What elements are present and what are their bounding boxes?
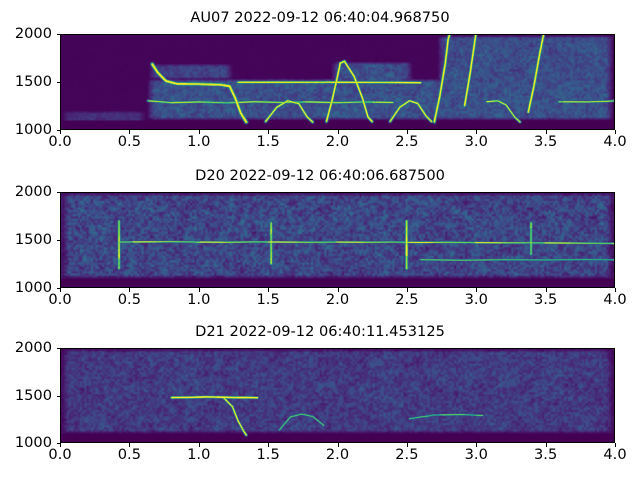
x-tick-label: 4.0 xyxy=(603,133,627,150)
x-tick-mark xyxy=(407,443,408,447)
spectrogram-image xyxy=(61,349,614,442)
x-tick-mark xyxy=(476,130,477,134)
x-tick-mark xyxy=(476,443,477,447)
x-tick-mark xyxy=(60,443,61,447)
y-tick-mark xyxy=(56,82,60,83)
y-tick-mark xyxy=(56,288,60,289)
x-tick-mark xyxy=(199,130,200,134)
x-tick-mark xyxy=(615,130,616,134)
x-tick-label: 0.0 xyxy=(48,446,72,463)
x-tick-label: 1.5 xyxy=(256,133,280,150)
x-tick-mark xyxy=(199,443,200,447)
panel-title: D20 2022-09-12 06:40:06.687500 xyxy=(195,167,445,184)
x-tick-label: 3.5 xyxy=(534,446,558,463)
x-tick-label: 1.0 xyxy=(187,446,211,463)
x-tick-label: 2.5 xyxy=(395,133,419,150)
x-tick-label: 2.0 xyxy=(325,291,350,308)
x-tick-mark xyxy=(129,443,130,447)
x-tick-mark xyxy=(407,288,408,292)
y-tick-label: 1000 xyxy=(14,279,52,296)
x-tick-label: 3.5 xyxy=(534,133,558,150)
x-tick-mark xyxy=(476,288,477,292)
x-tick-mark xyxy=(60,130,61,134)
x-tick-label: 1.0 xyxy=(187,133,211,150)
x-tick-mark xyxy=(268,130,269,134)
x-tick-mark xyxy=(546,443,547,447)
spectrogram-image xyxy=(61,35,614,129)
spectrogram-image xyxy=(61,193,614,287)
x-tick-mark xyxy=(407,130,408,134)
x-tick-label: 1.0 xyxy=(187,291,211,308)
x-tick-label: 2.5 xyxy=(395,446,419,463)
x-tick-mark xyxy=(615,443,616,447)
x-tick-label: 3.5 xyxy=(534,291,558,308)
plot-area xyxy=(60,34,615,130)
x-tick-label: 0.0 xyxy=(48,133,72,150)
x-tick-mark xyxy=(338,130,339,134)
x-tick-mark xyxy=(199,288,200,292)
x-tick-label: 2.0 xyxy=(325,133,350,150)
x-tick-label: 0.0 xyxy=(48,291,72,308)
y-tick-mark xyxy=(56,130,60,131)
y-tick-label: 2000 xyxy=(14,183,52,200)
x-tick-label: 0.5 xyxy=(117,446,141,463)
y-tick-mark xyxy=(56,348,60,349)
x-tick-mark xyxy=(129,130,130,134)
panel-title: D21 2022-09-12 06:40:11.453125 xyxy=(195,323,445,340)
y-tick-label: 1000 xyxy=(14,121,52,138)
y-tick-mark xyxy=(56,192,60,193)
y-tick-label: 1500 xyxy=(14,231,52,248)
x-tick-mark xyxy=(338,288,339,292)
x-tick-label: 2.0 xyxy=(325,446,350,463)
x-tick-label: 4.0 xyxy=(603,446,627,463)
panel-title: AU07 2022-09-12 06:40:04.968750 xyxy=(190,9,450,26)
y-tick-mark xyxy=(56,34,60,35)
y-tick-mark xyxy=(56,396,60,397)
x-tick-mark xyxy=(129,288,130,292)
x-tick-label: 0.5 xyxy=(117,133,141,150)
y-tick-mark xyxy=(56,240,60,241)
x-tick-label: 4.0 xyxy=(603,291,627,308)
x-tick-label: 0.5 xyxy=(117,291,141,308)
plot-area xyxy=(60,348,615,443)
plot-area xyxy=(60,192,615,288)
y-tick-label: 1000 xyxy=(14,434,52,451)
x-tick-label: 1.5 xyxy=(256,446,280,463)
y-tick-label: 1500 xyxy=(14,73,52,90)
x-tick-mark xyxy=(338,443,339,447)
x-tick-mark xyxy=(546,130,547,134)
x-tick-label: 2.5 xyxy=(395,291,419,308)
x-tick-label: 1.5 xyxy=(256,291,280,308)
y-tick-label: 2000 xyxy=(14,339,52,356)
y-tick-label: 1500 xyxy=(14,386,52,404)
y-tick-label: 2000 xyxy=(14,25,52,42)
x-tick-mark xyxy=(615,288,616,292)
x-tick-mark xyxy=(60,288,61,292)
y-tick-mark xyxy=(56,443,60,444)
x-tick-mark xyxy=(546,288,547,292)
x-tick-mark xyxy=(268,443,269,447)
x-tick-mark xyxy=(268,288,269,292)
x-tick-label: 3.0 xyxy=(464,446,488,463)
x-tick-label: 3.0 xyxy=(464,291,488,308)
x-tick-label: 3.0 xyxy=(464,133,488,150)
